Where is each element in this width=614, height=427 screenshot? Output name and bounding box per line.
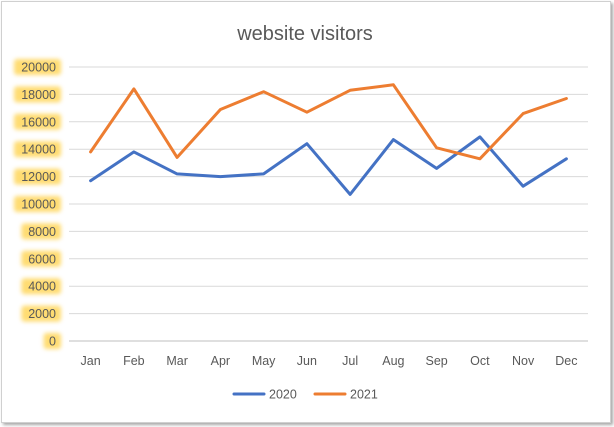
y-tick-highlight — [14, 196, 61, 212]
y-tick-highlight — [21, 250, 61, 267]
y-tick-highlight — [14, 86, 61, 103]
x-tick-label: Feb — [123, 354, 145, 368]
x-tick-label: Apr — [211, 354, 230, 368]
y-tick-label: 0 — [49, 335, 56, 349]
y-tick-highlight — [14, 113, 61, 130]
y-tick-highlight — [14, 59, 61, 75]
y-tick-label: 10000 — [21, 198, 56, 212]
y-tick-label: 6000 — [28, 252, 56, 266]
x-tick-label: Sep — [426, 354, 448, 368]
y-tick-label: 2000 — [28, 307, 56, 321]
y-tick-label: 18000 — [21, 88, 56, 102]
x-tick-label: Dec — [555, 354, 577, 368]
series-line-2021 — [89, 83, 568, 161]
x-tick-label: Jul — [342, 354, 358, 368]
y-tick-highlight — [14, 141, 61, 158]
y-tick-label: 4000 — [28, 280, 56, 294]
x-tick-label: Nov — [512, 354, 535, 368]
x-tick-label: Mar — [166, 354, 188, 368]
y-tick-highlight — [21, 223, 61, 240]
chart-title: website visitors — [236, 23, 373, 45]
line-chart: 0 2000 4000 6000 8000 10000 12000 14000 16000 180… — [14, 23, 588, 402]
x-tick-label: Jun — [297, 354, 317, 368]
axis-labels: 0 2000 4000 6000 8000 10000 12000 14000 16000 180… — [21, 61, 577, 369]
legend: 2020 2021 — [232, 388, 378, 402]
y-tick-label: 20000 — [21, 61, 56, 75]
y-tick-highlight — [21, 305, 61, 322]
y-tick-label: 12000 — [21, 170, 56, 184]
y-tick-highlights — [14, 59, 61, 349]
x-tick-label: Oct — [470, 354, 490, 368]
y-tick-label: 8000 — [28, 225, 56, 239]
y-tick-highlight — [21, 278, 61, 295]
legend-label-2021: 2021 — [350, 388, 378, 402]
series-lines — [89, 83, 568, 196]
y-tick-label: 16000 — [21, 115, 56, 129]
series-line-2020 — [89, 135, 568, 196]
legend-label-2020: 2020 — [269, 388, 297, 402]
y-tick-highlight — [43, 333, 61, 349]
y-tick-label: 14000 — [21, 143, 56, 157]
x-tick-label: Jan — [81, 354, 101, 368]
x-tick-label: Aug — [382, 354, 404, 368]
x-tick-label: May — [252, 354, 276, 368]
y-tick-highlight — [14, 168, 61, 185]
